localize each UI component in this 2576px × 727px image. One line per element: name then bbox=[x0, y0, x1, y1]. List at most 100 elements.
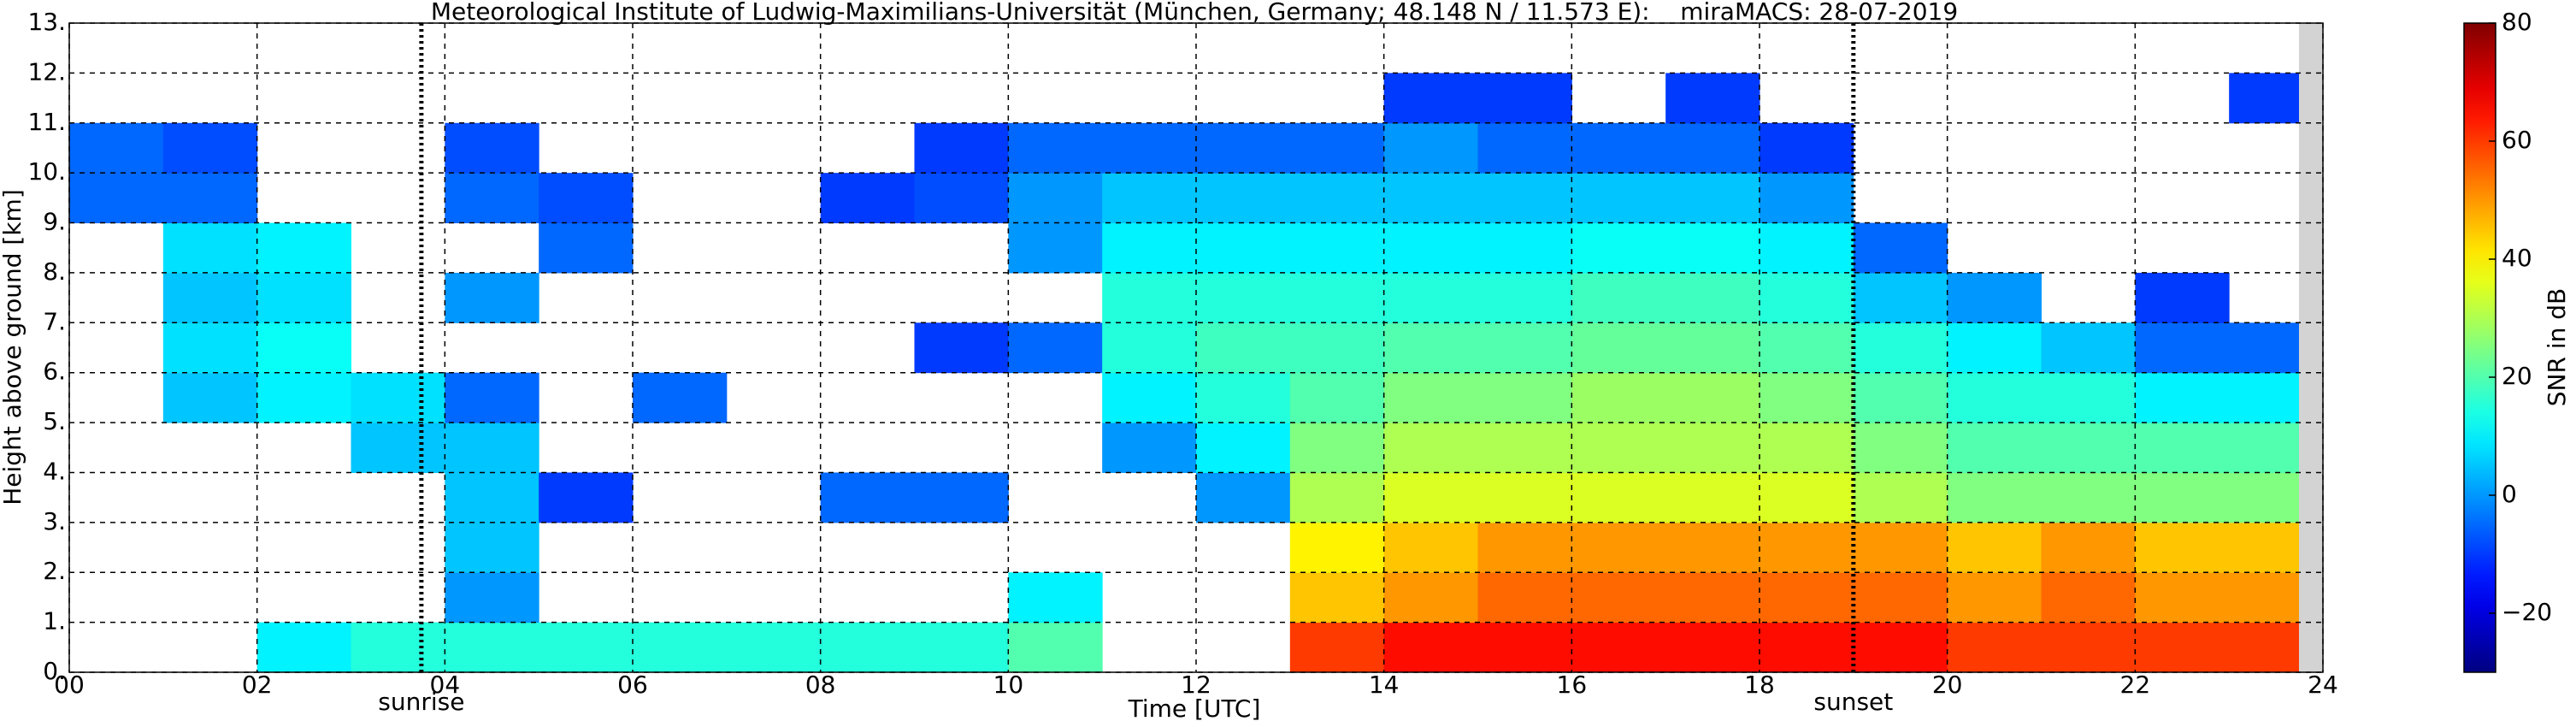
cell bbox=[351, 423, 445, 473]
cell bbox=[1571, 572, 1666, 624]
cell bbox=[256, 322, 351, 374]
cell bbox=[1947, 272, 2042, 323]
cell bbox=[1853, 423, 1948, 473]
y-tick-label: 13. bbox=[27, 8, 66, 36]
colorbar-tick-label: 20 bbox=[2502, 362, 2532, 390]
x-tick-label: 16 bbox=[1557, 671, 1588, 699]
cell bbox=[539, 472, 634, 523]
cell bbox=[1477, 272, 1572, 323]
cell bbox=[1008, 122, 1103, 174]
y-tick-label: 8. bbox=[43, 257, 66, 286]
cell bbox=[539, 222, 634, 274]
no-data-band bbox=[2299, 23, 2323, 672]
y-tick-label: 11. bbox=[27, 108, 66, 136]
cell bbox=[1008, 572, 1103, 624]
y-tick-label: 0. bbox=[43, 657, 66, 685]
cell bbox=[1665, 222, 1760, 274]
cell bbox=[445, 622, 539, 673]
cell bbox=[1196, 222, 1291, 274]
cell bbox=[1008, 622, 1103, 673]
cell bbox=[1947, 472, 2042, 523]
cell bbox=[820, 622, 915, 673]
cell bbox=[1760, 272, 1854, 323]
cell bbox=[2041, 522, 2136, 573]
cell bbox=[1571, 522, 1666, 573]
cell bbox=[1289, 272, 1385, 323]
cell bbox=[1760, 322, 1854, 374]
x-tick-label: 22 bbox=[2120, 671, 2151, 699]
y-tick-label: 4. bbox=[43, 457, 66, 485]
cell bbox=[539, 173, 634, 224]
cell bbox=[1383, 122, 1478, 174]
cell bbox=[445, 572, 539, 624]
cell bbox=[2135, 472, 2230, 523]
cell bbox=[1102, 423, 1197, 473]
x-tick-label: 12 bbox=[1181, 671, 1211, 699]
cell bbox=[256, 622, 351, 673]
cell bbox=[351, 372, 445, 423]
cell bbox=[1571, 173, 1666, 224]
cell bbox=[2041, 472, 2136, 523]
cell bbox=[1477, 423, 1572, 473]
cell bbox=[1853, 572, 1948, 624]
cell bbox=[1289, 572, 1385, 624]
x-tick-label: 10 bbox=[993, 671, 1024, 699]
cell bbox=[1665, 322, 1760, 374]
x-axis-label: Time [UTC] bbox=[1128, 694, 1261, 723]
cell bbox=[445, 173, 539, 224]
cell bbox=[1477, 472, 1572, 523]
cell bbox=[1383, 472, 1478, 523]
cell bbox=[1665, 122, 1760, 174]
cell bbox=[1665, 472, 1760, 523]
cell bbox=[445, 423, 539, 473]
cell bbox=[1477, 122, 1572, 174]
colorbar-tick-label: 40 bbox=[2502, 244, 2532, 272]
cell bbox=[1665, 522, 1760, 573]
x-tick-label: 18 bbox=[1744, 671, 1775, 699]
cell bbox=[1947, 372, 2042, 423]
x-tick-label: 00 bbox=[54, 671, 85, 699]
annotation-label: sunrise bbox=[378, 688, 464, 716]
cell bbox=[633, 372, 728, 423]
cell bbox=[1947, 572, 2042, 624]
cell bbox=[1571, 423, 1666, 473]
cell bbox=[1477, 572, 1572, 624]
cell bbox=[1477, 322, 1572, 374]
colorbar-tick-label: −20 bbox=[2502, 598, 2552, 626]
cell bbox=[1289, 322, 1385, 374]
cell bbox=[1665, 572, 1760, 624]
cell bbox=[1760, 572, 1854, 624]
cell bbox=[256, 222, 351, 274]
cell bbox=[445, 522, 539, 573]
cell bbox=[914, 322, 1009, 374]
cell bbox=[1760, 372, 1854, 423]
cell bbox=[1477, 73, 1572, 124]
cell bbox=[162, 372, 258, 423]
colorbar-label: SNR in dB bbox=[2543, 288, 2571, 406]
cell bbox=[1760, 522, 1854, 573]
cell bbox=[1196, 322, 1291, 374]
cell bbox=[1760, 622, 1854, 673]
cell bbox=[539, 622, 634, 673]
cell bbox=[820, 173, 915, 224]
colorbar-tick-label: 60 bbox=[2502, 126, 2532, 154]
y-tick-label: 1. bbox=[43, 607, 66, 635]
cell bbox=[1571, 122, 1666, 174]
cell bbox=[162, 272, 258, 323]
cell bbox=[1477, 173, 1572, 224]
y-tick-label: 9. bbox=[43, 208, 66, 236]
cell bbox=[1665, 372, 1760, 423]
y-tick-label: 10. bbox=[27, 157, 66, 186]
cell bbox=[162, 222, 258, 274]
cell bbox=[1853, 622, 1948, 673]
cell bbox=[1383, 622, 1478, 673]
cell bbox=[69, 122, 164, 174]
cell bbox=[1947, 322, 2042, 374]
cell bbox=[1289, 522, 1385, 573]
cell bbox=[1196, 472, 1291, 523]
cell bbox=[256, 372, 351, 423]
heatmap bbox=[69, 73, 2324, 673]
cell bbox=[1477, 522, 1572, 573]
y-tick-label: 5. bbox=[43, 407, 66, 435]
